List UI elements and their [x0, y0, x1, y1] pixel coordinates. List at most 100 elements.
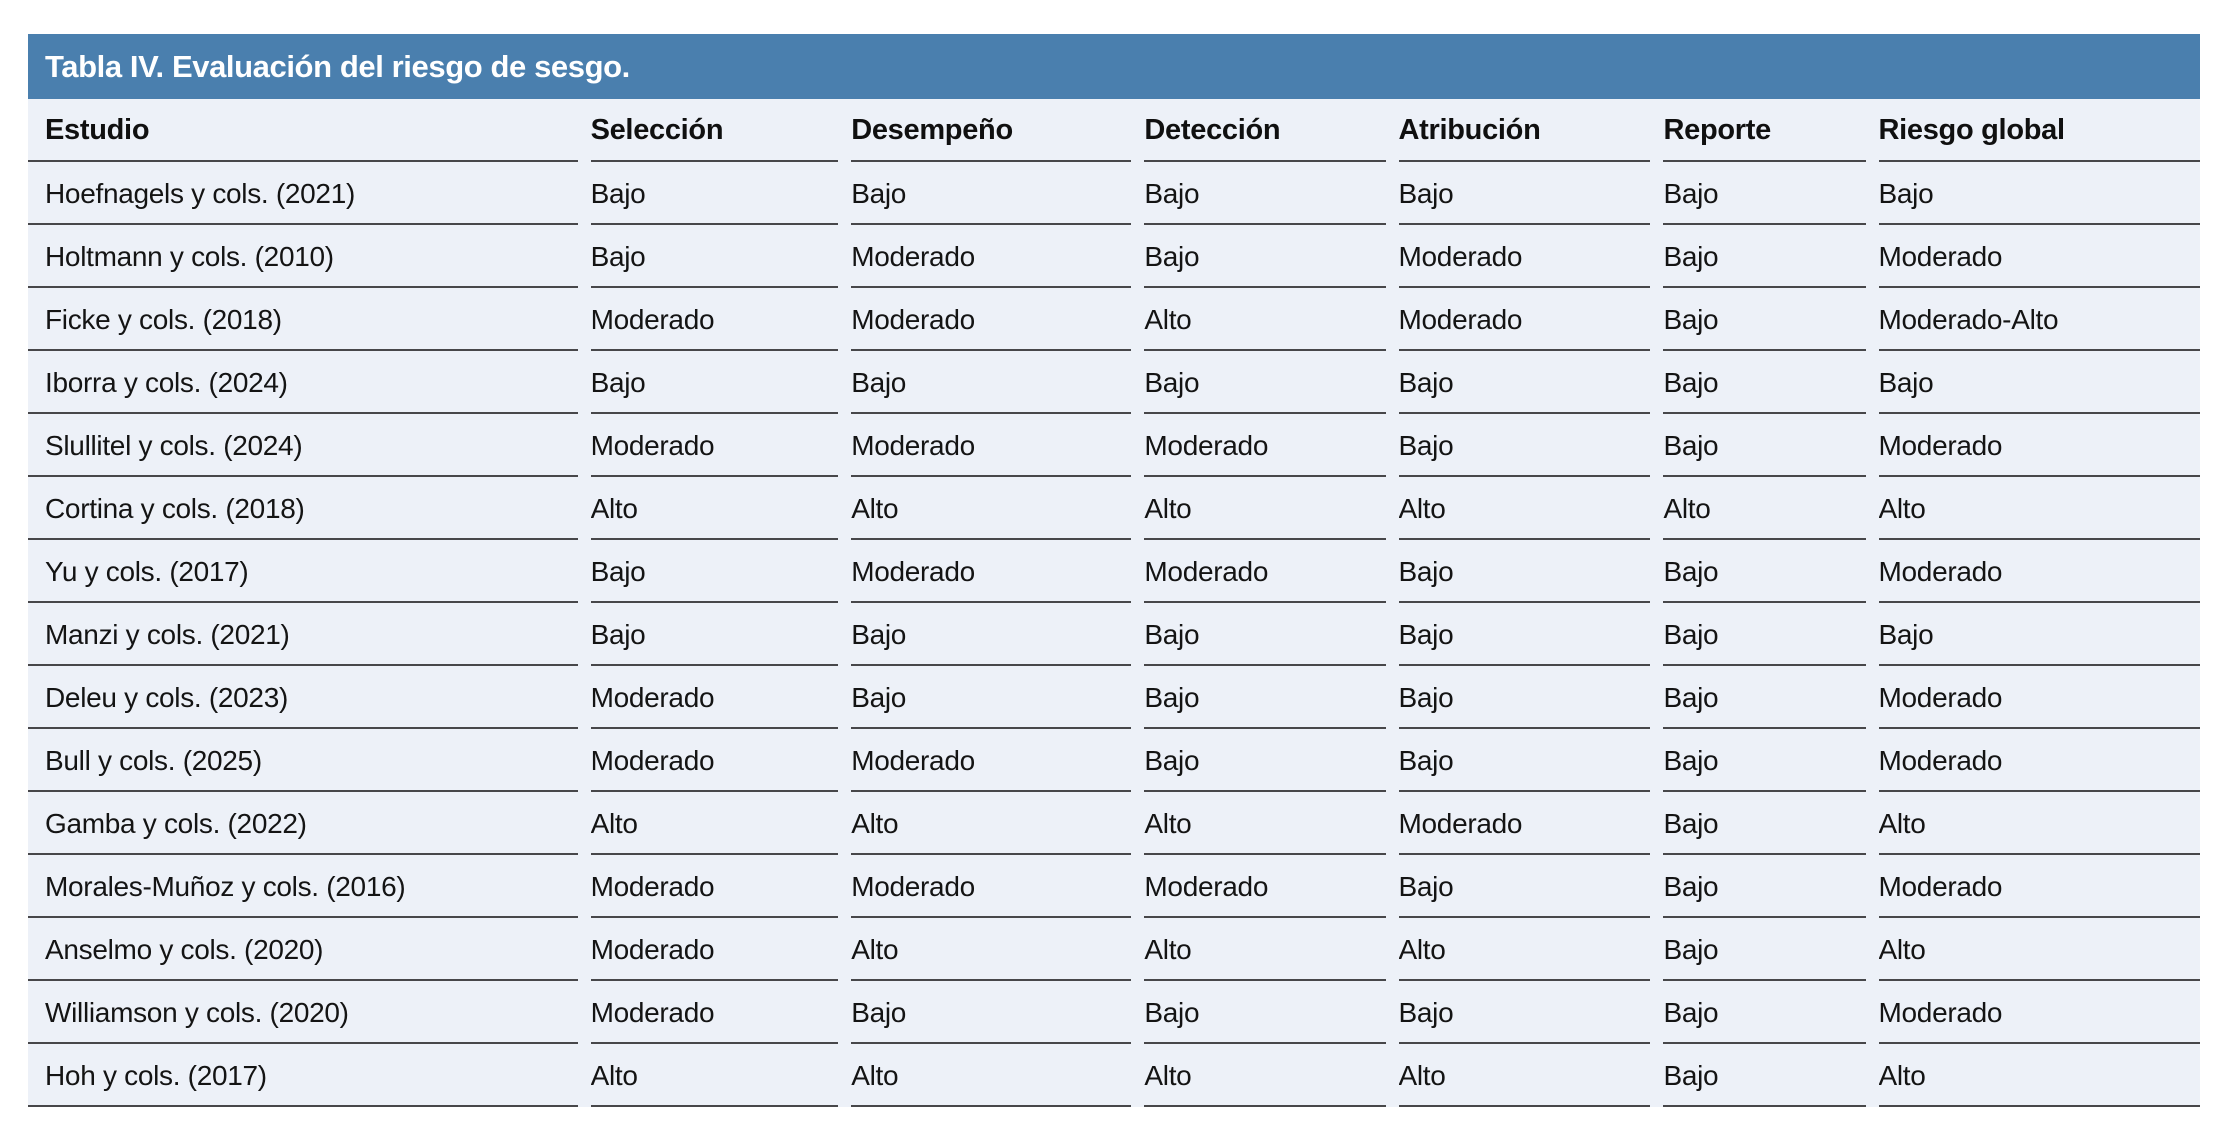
risk-cell: Alto — [851, 918, 1145, 981]
risk-cell: Moderado — [590, 855, 852, 918]
risk-cell: Alto — [851, 477, 1145, 540]
risk-cell: Bajo — [851, 351, 1145, 414]
risk-cell: Alto — [1878, 918, 2200, 981]
risk-cell: Bajo — [1663, 792, 1879, 855]
risk-cell: Moderado — [1878, 414, 2200, 477]
risk-cell: Moderado — [590, 729, 852, 792]
column-header-detecci-n: Detección — [1144, 99, 1399, 162]
table-row: Manzi y cols. (2021) Bajo Bajo Bajo Bajo Bajo… — [28, 603, 2200, 666]
risk-cell: Bajo — [1663, 918, 1879, 981]
risk-cell: Alto — [1144, 288, 1399, 351]
risk-cell: Alto — [1144, 918, 1399, 981]
risk-cell: Alto — [1144, 792, 1399, 855]
study-cell: Deleu y cols. (2023) — [28, 666, 591, 729]
column-header-desempe-o: Desempeño — [851, 99, 1145, 162]
risk-cell: Bajo — [851, 981, 1145, 1044]
column-header-riesgo-global: Riesgo global — [1878, 99, 2200, 162]
column-header-reporte: Reporte — [1663, 99, 1879, 162]
risk-cell: Bajo — [1398, 603, 1664, 666]
risk-cell: Moderado — [1398, 225, 1664, 288]
study-cell: Yu y cols. (2017) — [28, 540, 591, 603]
risk-cell: Bajo — [1398, 855, 1664, 918]
risk-cell: Bajo — [851, 603, 1145, 666]
risk-cell: Bajo — [1398, 540, 1664, 603]
risk-cell: Moderado — [851, 414, 1145, 477]
risk-cell: Bajo — [1398, 414, 1664, 477]
risk-cell: Bajo — [590, 603, 852, 666]
risk-of-bias-table: Tabla IV. Evaluación del riesgo de sesgo… — [28, 34, 2200, 1107]
risk-cell: Alto — [1878, 1044, 2200, 1107]
risk-cell: Bajo — [1144, 351, 1399, 414]
table-row: Hoefnagels y cols. (2021) Bajo Bajo Bajo Baj… — [28, 162, 2200, 225]
risk-cell: Bajo — [1663, 666, 1879, 729]
risk-cell: Bajo — [1663, 351, 1879, 414]
risk-cell: Bajo — [1663, 729, 1879, 792]
column-header-estudio: Estudio — [28, 99, 591, 162]
risk-cell: Bajo — [1663, 414, 1879, 477]
column-header-atribuci-n: Atribución — [1398, 99, 1664, 162]
risk-cell: Alto — [1144, 1044, 1399, 1107]
study-cell: Hoh y cols. (2017) — [28, 1044, 591, 1107]
risk-cell: Moderado — [590, 414, 852, 477]
risk-cell: Bajo — [1663, 1044, 1879, 1107]
risk-cell: Bajo — [1144, 981, 1399, 1044]
risk-cell: Moderado — [1878, 855, 2200, 918]
risk-cell: Moderado — [1878, 981, 2200, 1044]
risk-cell: Bajo — [1663, 855, 1879, 918]
risk-cell: Bajo — [590, 540, 852, 603]
table-title-bar: Tabla IV. Evaluación del riesgo de sesgo… — [28, 34, 2200, 99]
table-row: Deleu y cols. (2023) Moderado Bajo Bajo Bajo… — [28, 666, 2200, 729]
data-table: Estudio Selección Desempeño Detección Atribu… — [28, 99, 2200, 1107]
table-row: Holtmann y cols. (2010) Bajo Moderado Bajo M… — [28, 225, 2200, 288]
risk-cell: Alto — [590, 477, 852, 540]
study-cell: Ficke y cols. (2018) — [28, 288, 591, 351]
table-row: Gamba y cols. (2022) Alto Alto Alto Moderado… — [28, 792, 2200, 855]
risk-cell: Alto — [590, 792, 852, 855]
study-cell: Holtmann y cols. (2010) — [28, 225, 591, 288]
risk-cell: Alto — [1878, 792, 2200, 855]
risk-cell: Bajo — [1398, 162, 1664, 225]
risk-cell: Alto — [851, 1044, 1145, 1107]
risk-cell: Alto — [851, 792, 1145, 855]
study-cell: Manzi y cols. (2021) — [28, 603, 591, 666]
risk-cell: Bajo — [1663, 225, 1879, 288]
risk-cell: Bajo — [1878, 162, 2200, 225]
risk-cell: Moderado — [1878, 540, 2200, 603]
risk-cell: Alto — [1398, 1044, 1664, 1107]
study-cell: Morales-Muñoz y cols. (2016) — [28, 855, 591, 918]
table-row: Anselmo y cols. (2020) Moderado Alto Alto Al… — [28, 918, 2200, 981]
risk-cell: Bajo — [1144, 729, 1399, 792]
risk-cell: Bajo — [1663, 981, 1879, 1044]
table-row: Morales-Muñoz y cols. (2016) Moderado Mode… — [28, 855, 2200, 918]
risk-cell: Moderado — [851, 540, 1145, 603]
risk-cell: Bajo — [590, 162, 852, 225]
risk-cell: Bajo — [590, 351, 852, 414]
risk-cell: Bajo — [1398, 666, 1664, 729]
study-cell: Iborra y cols. (2024) — [28, 351, 591, 414]
risk-cell: Alto — [1663, 477, 1879, 540]
table-row: Yu y cols. (2017) Bajo Moderado Moderado Baj… — [28, 540, 2200, 603]
risk-cell: Bajo — [851, 162, 1145, 225]
risk-cell: Moderado — [590, 288, 852, 351]
risk-cell: Moderado — [1878, 225, 2200, 288]
table-row: Iborra y cols. (2024) Bajo Bajo Bajo Bajo Baj… — [28, 351, 2200, 414]
risk-cell: Moderado — [1144, 414, 1399, 477]
risk-cell: Bajo — [1663, 540, 1879, 603]
table-row: Ficke y cols. (2018) Moderado Moderado Alto… — [28, 288, 2200, 351]
table-header-row: Estudio Selección Desempeño Detección Atribu… — [28, 99, 2200, 162]
risk-cell: Moderado — [1398, 792, 1664, 855]
table-row: Hoh y cols. (2017) Alto Alto Alto Alto Bajo Al… — [28, 1044, 2200, 1107]
table-row: Cortina y cols. (2018) Alto Alto Alto Alto Al… — [28, 477, 2200, 540]
risk-cell: Moderado — [1398, 288, 1664, 351]
study-cell: Slullitel y cols. (2024) — [28, 414, 591, 477]
column-header-selecci-n: Selección — [590, 99, 852, 162]
study-cell: Williamson y cols. (2020) — [28, 981, 591, 1044]
risk-cell: Alto — [1144, 477, 1399, 540]
risk-cell: Alto — [1398, 477, 1664, 540]
risk-cell: Bajo — [1878, 603, 2200, 666]
study-cell: Cortina y cols. (2018) — [28, 477, 591, 540]
risk-cell: Moderado — [1878, 729, 2200, 792]
table-title: Tabla IV. Evaluación del riesgo de sesgo… — [45, 48, 630, 84]
risk-cell: Moderado — [1878, 666, 2200, 729]
